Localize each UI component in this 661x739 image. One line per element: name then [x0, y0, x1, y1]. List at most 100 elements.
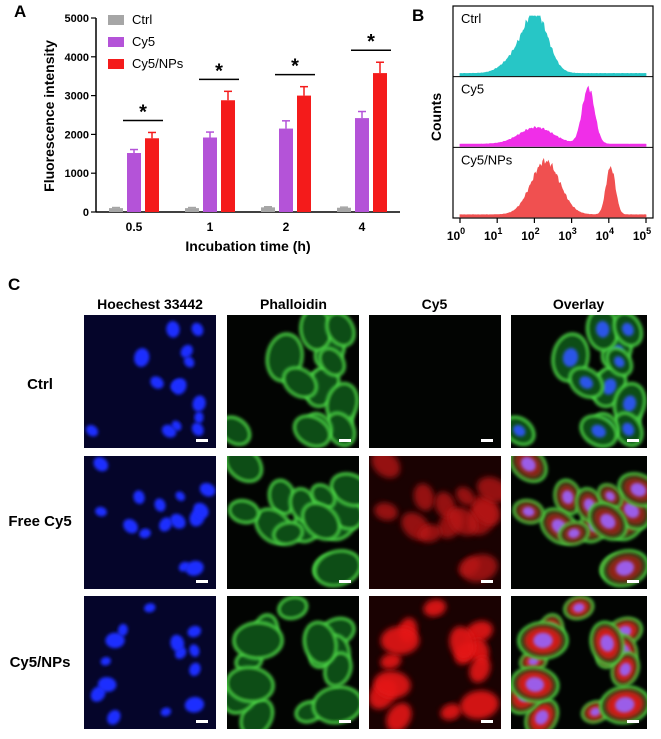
nucleus: [595, 320, 610, 338]
nucleus: [590, 707, 601, 717]
y-tick-label: 5000: [65, 13, 89, 25]
y-tick-label: 4000: [65, 52, 89, 64]
cell-membrane: [227, 456, 264, 483]
histogram-label: Cy5: [461, 82, 484, 97]
x-tick-label: 4: [359, 220, 366, 234]
scale-bar: [627, 720, 639, 723]
histogram-label: Ctrl: [461, 11, 481, 26]
legend-label: Cy5/NPs: [132, 56, 184, 71]
cy5-signal: [615, 638, 635, 663]
cell-membrane: [227, 665, 275, 703]
cy5-signal: [600, 486, 620, 506]
cell-membrane: [329, 472, 359, 508]
scale-bar: [627, 439, 639, 442]
nucleus: [166, 320, 180, 338]
cell-membrane: [304, 365, 341, 408]
cy5-signal: [467, 500, 497, 536]
cell-membrane: [579, 414, 618, 448]
cell-membrane: [325, 315, 356, 348]
cell-membrane: [612, 382, 647, 426]
nucleus: [154, 498, 166, 512]
micrograph-background: [84, 315, 216, 448]
nucleus: [600, 634, 614, 652]
cy5-signal: [593, 506, 623, 536]
nucleus: [602, 378, 617, 395]
nucleus: [617, 625, 632, 638]
nucleus: [123, 519, 138, 534]
cy5-signal: [599, 641, 622, 665]
cell-membrane: [324, 490, 359, 531]
cell-membrane: [600, 334, 633, 369]
nucleus: [189, 508, 205, 527]
bar-cy5: [355, 118, 369, 212]
cell-membrane: [325, 382, 359, 426]
nucleus: [199, 482, 216, 497]
nucleus: [133, 490, 145, 505]
nucleus: [170, 513, 186, 529]
cell-membrane: [303, 369, 336, 402]
cy5-signal: [544, 512, 574, 541]
cy5-signal: [386, 702, 412, 729]
cy5-signal: [594, 626, 620, 660]
bar-cy5: [279, 128, 293, 212]
legend-label: Cy5: [132, 34, 155, 49]
nucleus: [623, 502, 640, 519]
nucleus: [610, 344, 623, 358]
scale-bar: [481, 720, 493, 723]
cy5-signal: [516, 502, 541, 521]
micrograph-ctrl-overlay: [511, 315, 647, 448]
cy5-signal: [373, 670, 411, 699]
cy5-signal: [605, 690, 645, 720]
nucleus: [150, 376, 164, 389]
x-tick-label: 103: [558, 226, 576, 243]
nucleus: [535, 709, 549, 725]
micrograph-background: [369, 315, 501, 448]
cell-membrane: [512, 499, 545, 525]
nucleus: [622, 395, 637, 412]
cy5-signal: [613, 500, 642, 536]
cell-membrane: [323, 651, 353, 688]
nucleus: [192, 395, 206, 412]
cell-membrane: [308, 637, 339, 669]
legend-swatch-cy5: [108, 37, 124, 47]
significance-star: *: [367, 31, 375, 53]
row-label-cy5-nps: Cy5/NPs: [9, 654, 71, 671]
nucleus: [159, 517, 173, 532]
micrograph-background: [369, 596, 501, 729]
cell-membrane: [299, 315, 333, 352]
bar-cy5-nps: [297, 95, 311, 212]
nucleus: [615, 560, 635, 576]
nucleus: [525, 677, 545, 692]
scale-bar: [196, 439, 208, 442]
cell-membrane: [227, 415, 252, 446]
nucleus: [191, 322, 204, 337]
micrograph-background: [84, 596, 216, 729]
cy5-signal: [567, 599, 591, 617]
cy5-signal: [511, 678, 540, 710]
cy5-signal: [514, 456, 543, 479]
nucleus: [562, 348, 579, 367]
y-tick-label: 3000: [65, 91, 89, 103]
histogram-chart: Counts Ctrl Cy5 Cy5/NPs 100 101 102 103 104 105: [428, 5, 654, 243]
x-tick-label: 0.5: [126, 220, 143, 234]
micrograph-background: [84, 456, 216, 589]
cell-membrane: [292, 414, 332, 448]
scale-bar: [196, 720, 208, 723]
scale-bar: [339, 720, 351, 723]
cell-membrane: [524, 697, 560, 729]
cell-membrane: [227, 673, 261, 715]
panel-b-label: B: [412, 6, 425, 25]
cell-membrane: [312, 553, 342, 580]
micrograph-background: [227, 596, 359, 729]
cell-membrane: [234, 650, 263, 673]
nucleus: [139, 528, 151, 539]
cy5-signal: [582, 510, 608, 539]
scale-bar: [339, 439, 351, 442]
cy5-signal: [477, 476, 501, 503]
nucleus: [520, 457, 536, 472]
cell-membrane: [282, 366, 318, 399]
bar-cy5-nps: [373, 73, 387, 212]
cy5-signal: [584, 703, 606, 721]
cell-membrane: [301, 501, 341, 541]
x-tick-label: 105: [633, 226, 651, 243]
